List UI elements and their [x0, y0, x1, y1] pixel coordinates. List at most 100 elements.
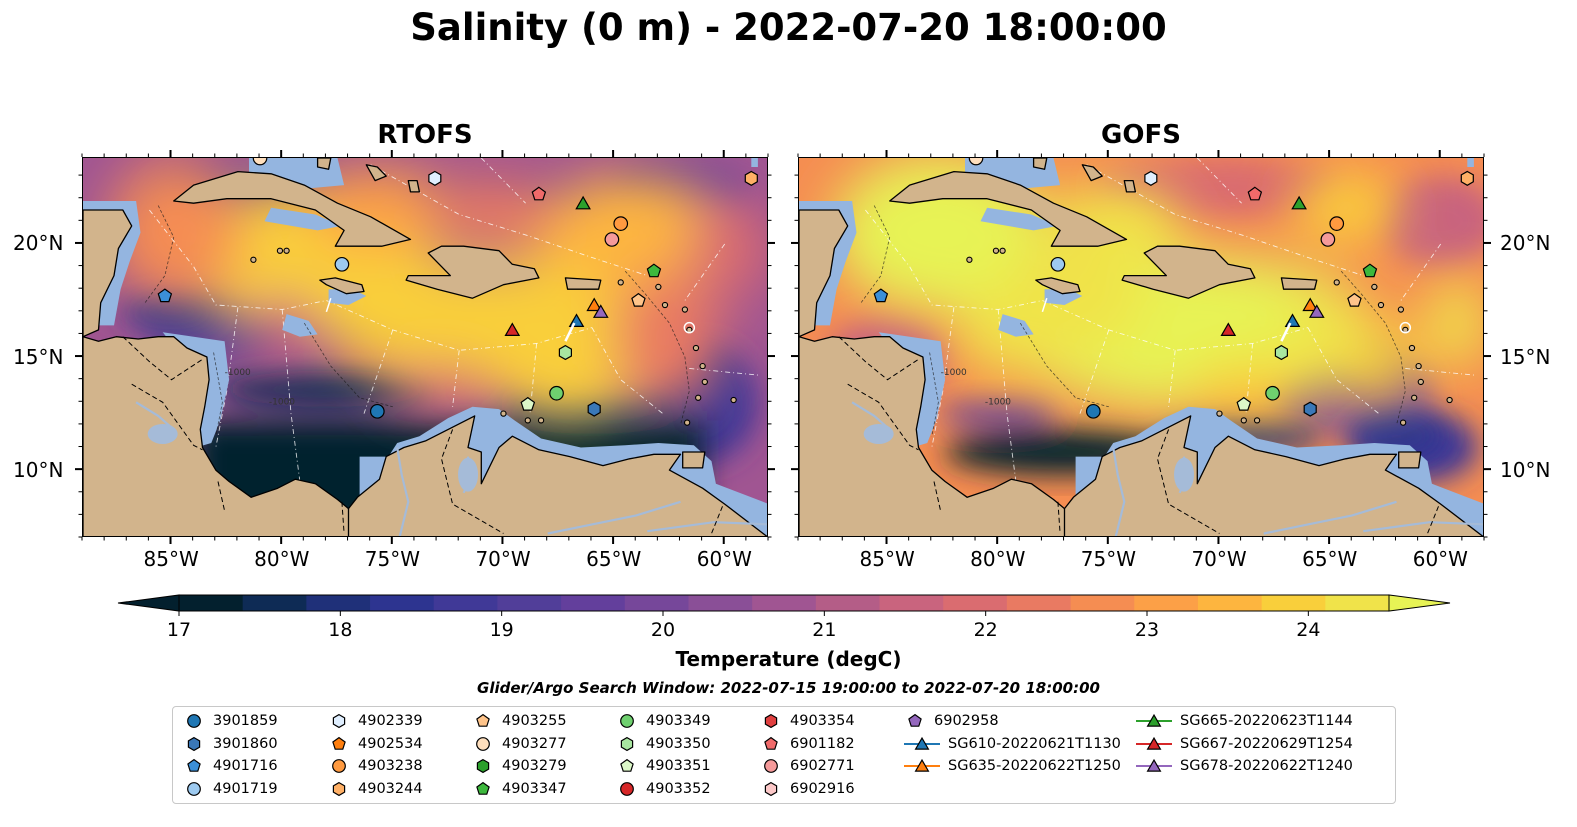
colorbar-segment — [1325, 595, 1390, 611]
legend-marker-icon — [904, 758, 940, 772]
legend-item-sg667-20220629t1254: SG667-20220629T1254 — [1136, 734, 1353, 754]
legend-marker — [332, 736, 346, 750]
legend-marker-icon — [332, 736, 346, 750]
land-centralAmerica — [799, 336, 1070, 536]
legend-marker-icon — [620, 758, 634, 772]
marker-sg665-20220623t1144 — [1291, 195, 1307, 210]
legend-marker-icon — [620, 781, 634, 796]
legend-marker-icon — [332, 713, 346, 729]
legend-marker-icon — [476, 781, 490, 795]
colorbar-segment — [815, 595, 881, 611]
marker-4901716 — [157, 288, 173, 303]
legend-item-sg665-20220623t1144: SG665-20220623T1144 — [1136, 711, 1353, 731]
legend-marker-icon — [476, 713, 490, 727]
colorbar-segment — [879, 595, 944, 611]
land-jamaica — [319, 277, 365, 295]
legend-label: SG610-20220621T1130 — [948, 735, 1121, 752]
legend-label: 4901719 — [213, 780, 278, 797]
colorbar-segment — [624, 595, 689, 611]
marker-sg678-20220622t1240 — [1308, 304, 1325, 318]
legend-marker — [187, 714, 201, 728]
svg-text:-1000: -1000 — [941, 368, 967, 378]
legend-item-3901859: 3901859 — [183, 711, 278, 731]
legend-label: 4903350 — [646, 735, 711, 752]
legend-label: 6901182 — [790, 735, 855, 752]
land-yucatan — [799, 209, 849, 338]
panel-title-gofs: GOFS — [1101, 120, 1181, 150]
legend-item-4902339: 4902339 — [328, 711, 423, 731]
colorbar-segment — [752, 595, 817, 611]
legend-marker — [908, 713, 922, 727]
legend-marker — [620, 714, 634, 728]
legend-item-4901716: 4901716 — [183, 756, 278, 776]
svg-text:-1000: -1000 — [985, 398, 1011, 408]
legend-item-6902771: 6902771 — [760, 756, 855, 776]
land-bahamas2 — [365, 164, 387, 182]
colorbar-tick-21: 21 — [812, 619, 837, 641]
land-trinidad — [682, 451, 706, 469]
legend-item-4903277: 4903277 — [472, 734, 567, 754]
marker-4903277 — [252, 158, 268, 166]
legend-item-4903238: 4903238 — [328, 756, 423, 776]
land-puertoRico — [1280, 277, 1318, 290]
legend-item-4903351: 4903351 — [616, 756, 711, 776]
colorbar-segment — [1006, 595, 1072, 611]
marker-4903350 — [558, 344, 572, 361]
marker-3901859 — [369, 403, 385, 419]
marker-4903349 — [549, 385, 564, 401]
svg-text:-1000: -1000 — [269, 398, 295, 408]
xtick-rtofs-85w: 85°W — [143, 547, 199, 571]
ytick-right-15n: 15°N — [1500, 345, 1551, 369]
land-yucatan — [83, 209, 133, 338]
legend-label: 3901859 — [213, 713, 278, 729]
legend: 3901859 3901860 4901716 4901719 4902339 49025… — [172, 706, 1396, 804]
marker-sg667-20220629t1254 — [504, 322, 521, 336]
legend-item-4903349: 4903349 — [616, 711, 711, 731]
legend-item-4901719: 4901719 — [183, 779, 278, 799]
legend-marker-icon — [764, 736, 778, 750]
legend-label: 6902958 — [934, 713, 999, 729]
legend-marker — [332, 759, 346, 773]
xtick-gofs-65w: 65°W — [1302, 547, 1358, 571]
legend-item-4903255: 4903255 — [472, 711, 567, 731]
xtick-rtofs-70w: 70°W — [475, 547, 531, 571]
legend-marker — [476, 713, 490, 727]
marker-4903347 — [646, 263, 662, 278]
colorbar-segment — [497, 595, 562, 611]
land-hispaniola — [1121, 245, 1256, 299]
legend-item-4902534: 4902534 — [328, 734, 423, 754]
legend-label: 4903347 — [502, 780, 567, 797]
xtick-gofs-70w: 70°W — [1191, 547, 1247, 571]
legend-marker-icon — [187, 736, 201, 751]
legend-marker-icon — [620, 736, 634, 751]
legend-marker — [1146, 758, 1162, 772]
legend-item-4903279: 4903279 — [472, 756, 567, 776]
legend-label: SG635-20220622T1250 — [948, 758, 1121, 774]
legend-marker — [187, 781, 201, 796]
legend-marker-icon — [764, 759, 778, 773]
legend-label: 4903277 — [502, 735, 567, 752]
legend-label: 4903352 — [646, 780, 711, 797]
legend-label: 4903349 — [646, 713, 711, 729]
colorbar-segment — [179, 595, 244, 611]
legend-item-6901182: 6901182 — [760, 734, 855, 754]
marker-4903238 — [613, 216, 629, 231]
land-bahamas3 — [407, 179, 421, 193]
legend-marker-icon — [1136, 736, 1172, 750]
marker-sg635-20220622t1250 — [1302, 297, 1319, 312]
colorbar-segment — [943, 595, 1008, 611]
xtick-gofs-75w: 75°W — [1080, 547, 1137, 571]
colorbar-segment — [242, 595, 307, 611]
land-trinidad — [1398, 451, 1422, 469]
legend-item-3901860: 3901860 — [183, 734, 278, 754]
colorbar-segment — [306, 595, 371, 611]
legend-label: 6902916 — [790, 780, 855, 797]
colorbar-tick-24: 24 — [1296, 619, 1321, 641]
legend-marker — [764, 781, 778, 796]
land-southAmerica — [347, 415, 767, 536]
legend-marker-icon — [620, 714, 634, 728]
land-jamaica — [1035, 277, 1081, 295]
legend-marker-icon — [1136, 758, 1172, 772]
colorbar-segment — [1197, 595, 1263, 611]
panel-title-rtofs: RTOFS — [377, 120, 473, 150]
